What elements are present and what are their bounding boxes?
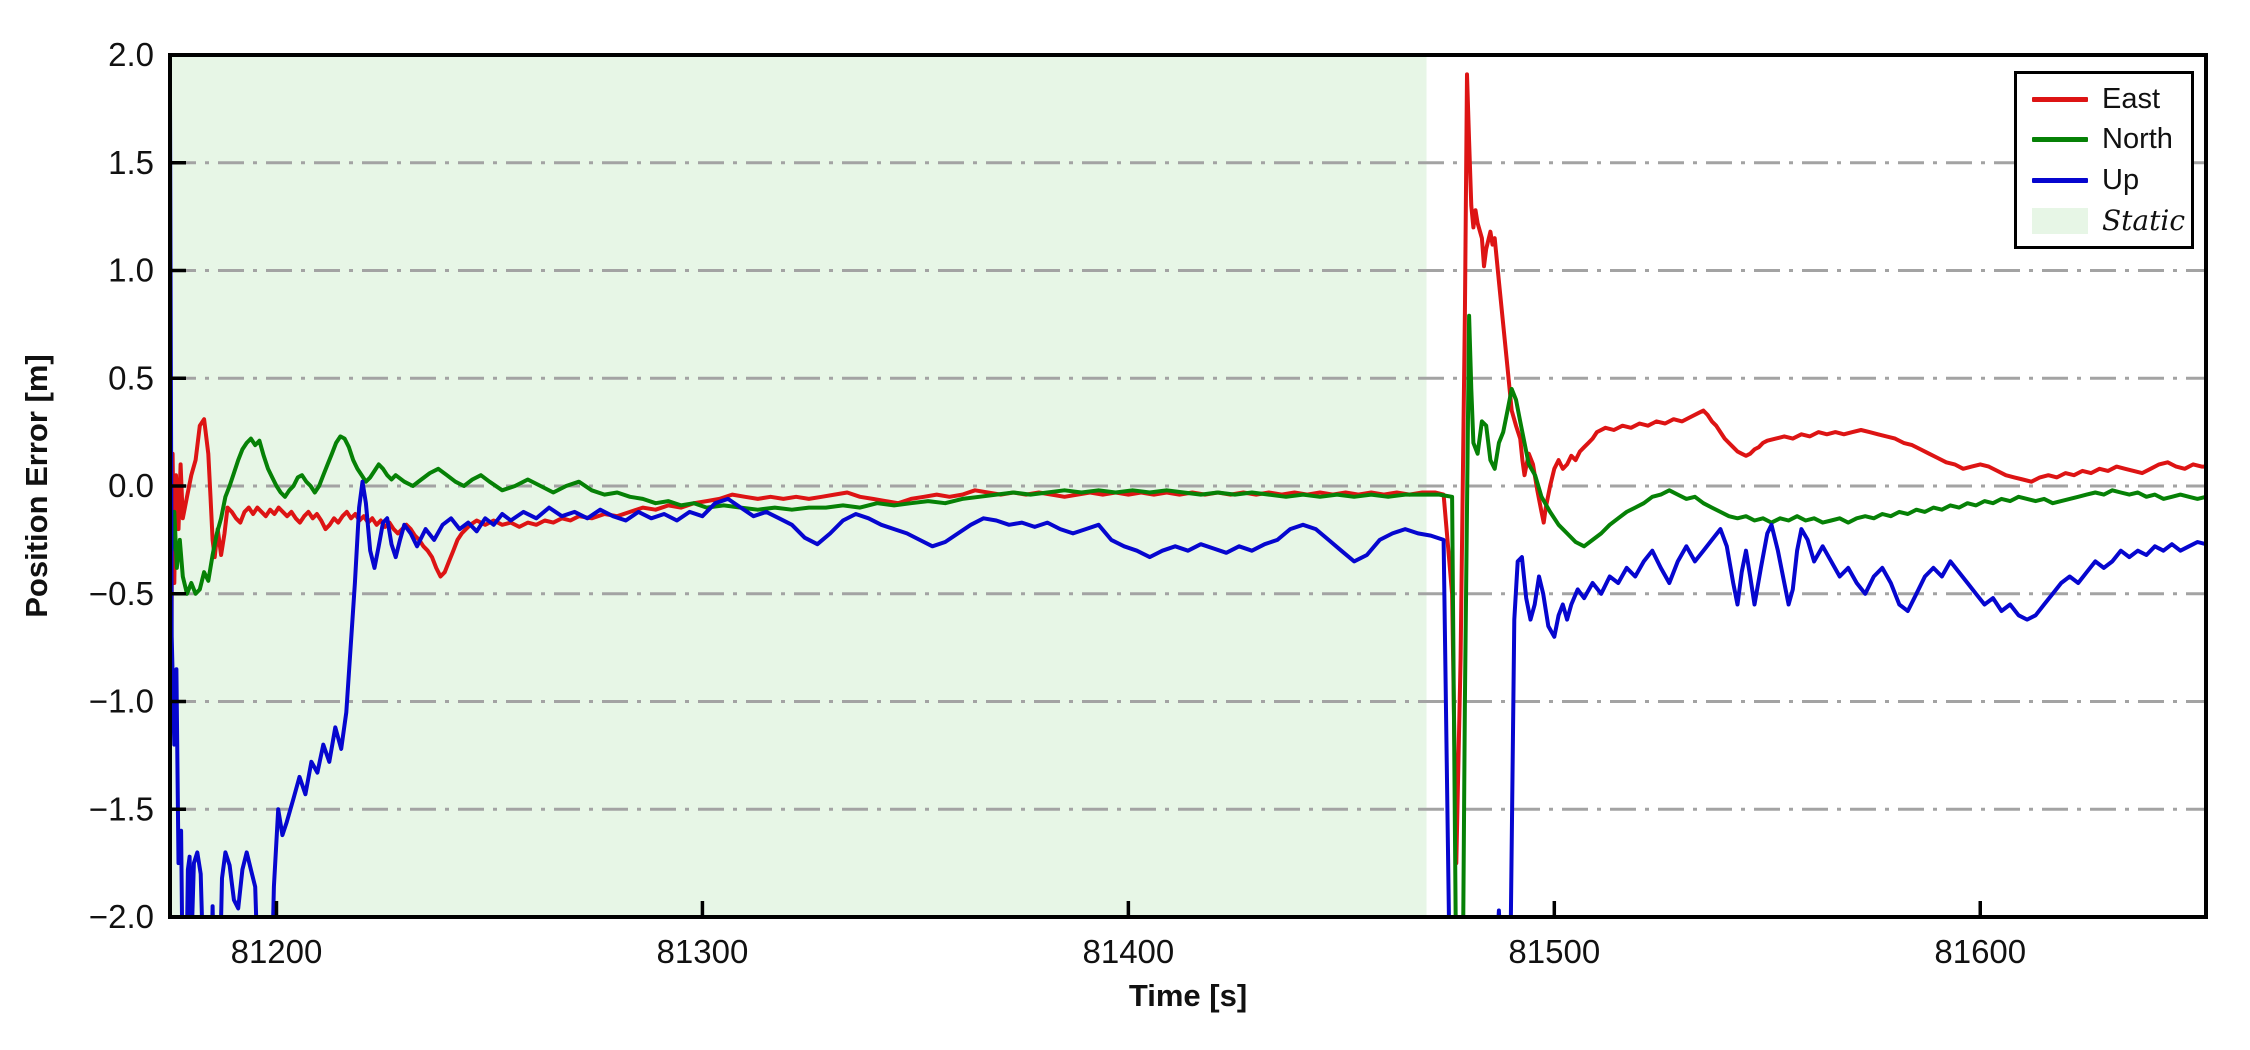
x-tick-label: 81200 bbox=[231, 933, 323, 970]
y-tick-label: −1.0 bbox=[89, 683, 154, 720]
legend-label-east: East bbox=[2102, 82, 2161, 115]
x-tick-label: 81500 bbox=[1508, 933, 1600, 970]
legend-label-static: Static bbox=[2102, 203, 2186, 237]
legend-item-up: Up bbox=[2032, 161, 2183, 199]
x-tick-label: 81600 bbox=[1934, 933, 2026, 970]
north-error-line bbox=[170, 313, 2206, 917]
static-region-swatch bbox=[2032, 207, 2088, 234]
legend-item-north: North bbox=[2032, 121, 2183, 159]
east-line-swatch bbox=[2032, 96, 2088, 102]
y-tick-label: −0.5 bbox=[89, 575, 154, 612]
up-line-swatch bbox=[2032, 177, 2088, 183]
y-tick-label: 1.0 bbox=[108, 252, 154, 289]
y-tick-label: −1.5 bbox=[89, 790, 154, 827]
x-tick-label: 81300 bbox=[657, 933, 749, 970]
legend-label-up: Up bbox=[2102, 163, 2140, 196]
x-tick-label: 81400 bbox=[1082, 933, 1174, 970]
y-axis-title: Position Error [m] bbox=[19, 354, 54, 618]
x-axis-title: Time [s] bbox=[1128, 978, 1248, 1013]
legend-item-east: East bbox=[2032, 80, 2183, 118]
y-tick-label: 0.0 bbox=[108, 467, 154, 504]
legend-item-static: Static bbox=[2032, 202, 2186, 240]
up-error-line bbox=[170, 96, 2206, 917]
legend-label-north: North bbox=[2102, 123, 2173, 156]
legend: East North Up Static bbox=[2014, 71, 2194, 249]
y-tick-label: 1.5 bbox=[108, 144, 154, 181]
y-tick-label: 0.5 bbox=[108, 359, 154, 396]
y-tick-label: 2.0 bbox=[108, 36, 154, 73]
north-line-swatch bbox=[2032, 137, 2088, 143]
y-tick-label: −2.0 bbox=[89, 898, 154, 935]
